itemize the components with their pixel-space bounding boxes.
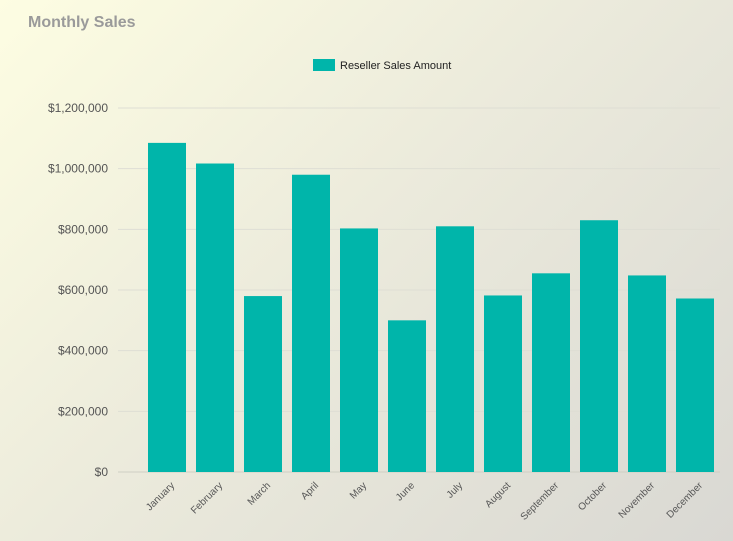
bar [148, 142, 186, 472]
bar [292, 174, 330, 472]
x-tick-label: December [665, 480, 706, 521]
legend-swatch [313, 59, 335, 71]
y-tick-label: $400,000 [58, 344, 108, 358]
y-axis: $0 $200,000 $400,000 $600,000 $800,000 $1,000… [48, 101, 108, 479]
y-tick-label: $200,000 [58, 404, 108, 418]
legend: Reseller Sales Amount [313, 59, 451, 72]
legend-label: Reseller Sales Amount [340, 60, 451, 72]
bar [532, 273, 570, 472]
x-tick-label: April [299, 480, 321, 502]
bar [676, 298, 714, 472]
bars [148, 142, 714, 472]
x-tick-label: August [483, 480, 513, 510]
x-tick-label: March [246, 480, 273, 507]
x-tick-label: November [617, 480, 658, 521]
x-tick-label: July [445, 480, 465, 500]
y-tick-label: $0 [95, 465, 109, 479]
x-tick-label: January [144, 480, 177, 513]
x-tick-label: February [189, 480, 225, 516]
chart-title: Monthly Sales [28, 14, 136, 31]
x-tick-label: May [348, 480, 369, 501]
y-tick-label: $1,000,000 [48, 162, 108, 176]
bar [628, 275, 666, 472]
y-tick-label: $800,000 [58, 222, 108, 236]
x-tick-label: June [394, 480, 417, 503]
bar [196, 163, 234, 472]
bar [580, 220, 618, 472]
bar [484, 295, 522, 472]
bar [388, 320, 426, 472]
x-tick-label: October [576, 480, 609, 513]
y-tick-label: $600,000 [58, 283, 108, 297]
bar [340, 228, 378, 472]
bar [244, 296, 282, 472]
y-tick-label: $1,200,000 [48, 101, 108, 115]
x-tick-label: September [519, 480, 562, 523]
x-axis: January February March April May June July Augu… [144, 480, 705, 523]
bar [436, 226, 474, 472]
